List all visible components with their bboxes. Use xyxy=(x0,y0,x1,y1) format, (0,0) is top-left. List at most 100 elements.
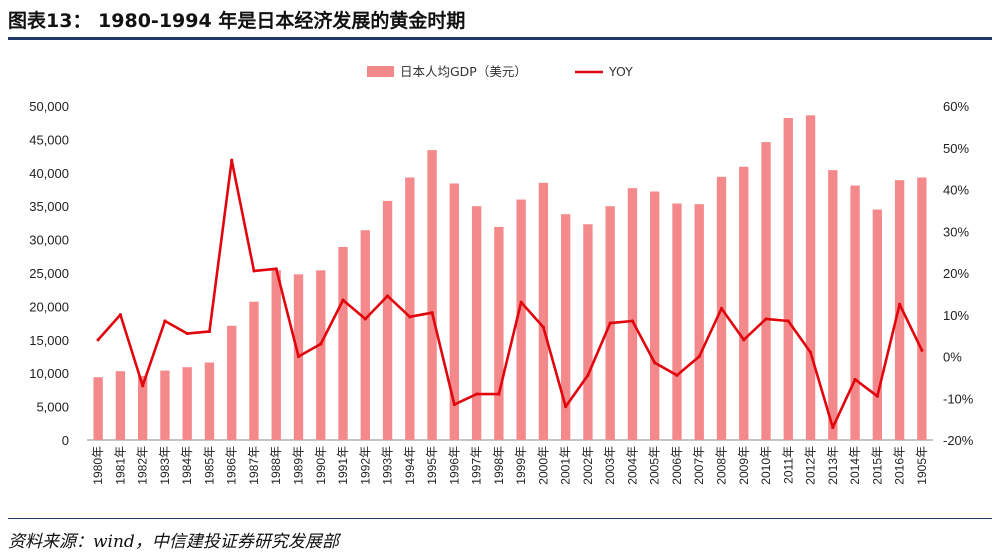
x-tick-label: 1995年 xyxy=(425,446,439,485)
yoy-point xyxy=(675,373,679,377)
page-title: 图表13： 1980-1994 年是日本经济发展的黄金时期 xyxy=(8,10,466,32)
x-tick-label: 1905年 xyxy=(915,446,929,485)
x-tick-label: 1997年 xyxy=(470,446,484,485)
x-tick-label: 2012年 xyxy=(804,446,818,485)
x-tick-label: 2001年 xyxy=(559,446,573,485)
y-left-tick-label: 10,000 xyxy=(29,366,69,381)
yoy-point xyxy=(653,361,657,365)
yoy-point xyxy=(719,306,724,311)
bar xyxy=(227,325,237,440)
x-tick-label: 2016年 xyxy=(893,446,907,485)
x-tick-label: 1990年 xyxy=(314,446,328,485)
x-tick-label: 1983年 xyxy=(158,446,172,485)
bar xyxy=(894,180,905,440)
yoy-point xyxy=(608,321,612,325)
x-tick-label: 1980年 xyxy=(91,446,105,485)
x-tick-label: 1991年 xyxy=(336,446,350,485)
yoy-point xyxy=(898,302,902,306)
bar xyxy=(271,270,281,440)
x-tick-label: 2004年 xyxy=(625,446,639,485)
yoy-point xyxy=(742,338,746,342)
bar xyxy=(316,270,326,440)
bar xyxy=(115,371,126,440)
y-left-tick-label: 35,000 xyxy=(29,199,69,214)
yoy-point xyxy=(118,313,122,317)
bar xyxy=(783,118,793,441)
x-tick-label: 2009年 xyxy=(737,446,751,485)
x-tick-label: 1992年 xyxy=(358,446,372,485)
yoy-point xyxy=(274,267,278,271)
yoy-point xyxy=(630,319,635,323)
yoy-point xyxy=(697,354,701,359)
y-left-tick-label: 50,000 xyxy=(29,99,69,114)
yoy-point xyxy=(764,317,768,321)
yoy-point xyxy=(341,298,345,302)
x-tick-label: 2008年 xyxy=(715,446,729,485)
y-right-tick-label: -20% xyxy=(943,433,974,448)
yoy-point xyxy=(207,329,212,334)
x-tick-label: 1999年 xyxy=(514,446,528,485)
x-tick-label: 2005年 xyxy=(648,446,662,485)
y-right-tick-label: 0% xyxy=(943,350,962,365)
yoy-point xyxy=(452,402,456,407)
y-left-tick-label: 25,000 xyxy=(29,266,69,281)
x-tick-label: 1986年 xyxy=(225,446,239,485)
x-tick-label: 1998年 xyxy=(492,446,506,485)
yoy-point xyxy=(564,405,568,409)
bar xyxy=(137,375,148,440)
x-tick-label: 2002年 xyxy=(581,446,595,485)
bar xyxy=(494,226,504,440)
y-left-tick-label: 20,000 xyxy=(29,299,69,314)
bar xyxy=(516,199,526,440)
y-right-tick-label: 30% xyxy=(943,224,969,239)
x-tick-label: 2003年 xyxy=(603,446,617,485)
yoy-point xyxy=(141,384,145,388)
x-tick-label: 1982年 xyxy=(136,446,150,485)
yoy-point xyxy=(497,392,501,396)
bar xyxy=(360,230,370,440)
legend-label-gdp: 日本人均GDP（美元） xyxy=(400,64,527,79)
bar xyxy=(828,170,838,441)
bar xyxy=(471,206,482,440)
x-tick-label: 1989年 xyxy=(292,446,306,485)
y-right-tick-label: 10% xyxy=(943,308,969,323)
yoy-point xyxy=(586,373,590,377)
x-tick-label: 2015年 xyxy=(870,446,884,485)
y-left-tick-label: 5,000 xyxy=(36,400,69,415)
yoy-point xyxy=(185,331,189,336)
bar xyxy=(405,177,415,440)
yoy-point xyxy=(831,425,835,430)
bar xyxy=(872,209,883,440)
yoy-point xyxy=(408,315,412,319)
yoy-point xyxy=(96,338,100,342)
bar xyxy=(694,204,704,440)
y-left-tick-label: 30,000 xyxy=(29,233,69,248)
bar xyxy=(93,377,103,440)
yoy-point xyxy=(296,354,301,359)
yoy-point xyxy=(786,319,790,323)
yoy-line xyxy=(97,158,924,429)
yoy-point xyxy=(875,394,879,398)
y-left-tick-label: 45,000 xyxy=(29,132,69,147)
bar xyxy=(650,191,660,440)
yoy-point xyxy=(163,319,167,323)
bar xyxy=(249,301,259,440)
y-right-tick-label: 40% xyxy=(943,183,969,198)
yoy-point xyxy=(541,325,545,329)
title-divider xyxy=(8,37,992,40)
y-right-tick-label: 60% xyxy=(943,99,969,114)
source-note: 资料来源：wind，中信建投证券研究发展部 xyxy=(8,532,339,552)
legend-swatch-bar xyxy=(367,66,394,77)
x-tick-label: 2010年 xyxy=(759,446,773,485)
chart: 0 5,000 10,000 15,000 20,000 25,000 30,000 35,0… xyxy=(29,64,974,485)
yoy-point xyxy=(230,158,234,162)
bar xyxy=(160,370,170,440)
bar xyxy=(538,182,549,440)
y-left-tick-label: 40,000 xyxy=(29,166,69,181)
legend-label-yoy: YOY xyxy=(608,64,633,79)
bar xyxy=(182,367,192,440)
x-tick-label: 2007年 xyxy=(692,446,706,485)
x-tick-label: 2011年 xyxy=(781,446,795,484)
yoy-point xyxy=(252,269,256,273)
bar xyxy=(805,115,816,441)
